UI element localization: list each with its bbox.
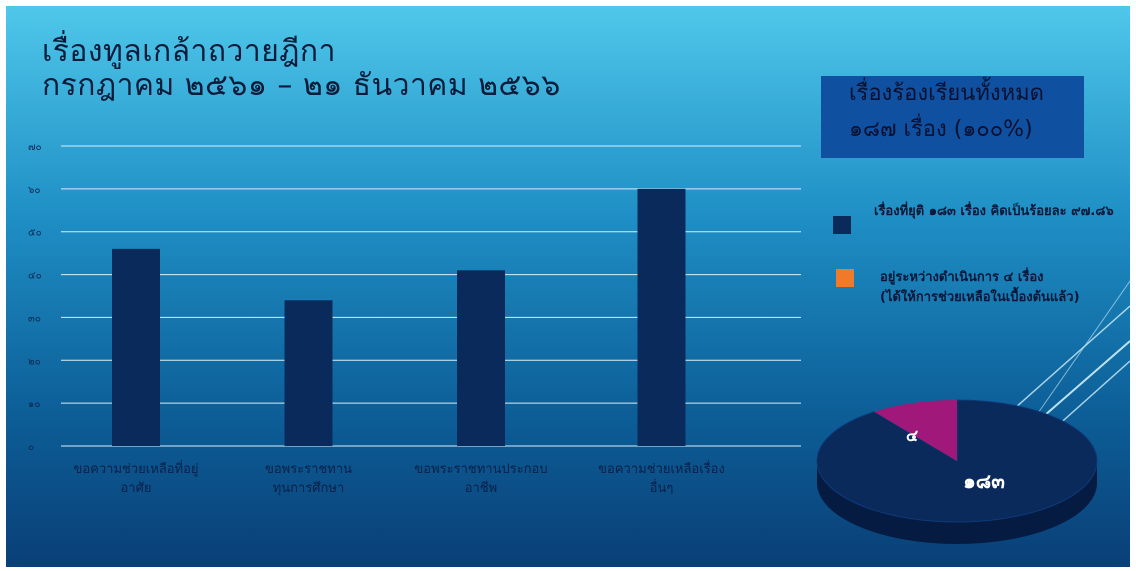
- pie-slice-main: [816, 399, 1098, 523]
- y-tick-label: ๓๐: [28, 313, 41, 324]
- bar-chart: ๐ ๑๐ ๒๐ ๓๐ ๔๐ ๕๐ ๖๐ ๗๐: [28, 142, 801, 453]
- category-label-line: ขอความช่วยเหลือที่อยู่: [73, 462, 199, 477]
- category-label: ขอพระราชทานประกอบอาชีพ: [406, 460, 556, 498]
- category-label: ขอพระราชทานทุนการศึกษา: [234, 460, 384, 498]
- bar: [637, 188, 686, 446]
- y-tick-label: ๕๐: [28, 228, 42, 239]
- category-label-line: อาศัย: [120, 481, 152, 496]
- y-tick-label: ๒๐: [28, 356, 41, 367]
- category-label-line: ขอพระราชทาน: [264, 462, 353, 477]
- bar: [457, 270, 505, 446]
- pie-label-main: ๑๘๓: [963, 469, 1005, 493]
- slide: เรื่องทูลเกล้าถวายฎีกา กรกฎาคม ๒๕๖๑ – ๒๑…: [6, 6, 1130, 567]
- y-tick-label: ๐: [28, 442, 34, 453]
- chart-title-line-1: เรื่องทูลเกล้าถวายฎีกา: [42, 34, 336, 69]
- legend-text-pending: อยู่ระหว่างดำเนินการ ๔ เรื่อง: [880, 270, 1044, 285]
- pie-chart: ๑๘๓ ๔: [816, 399, 1098, 544]
- legend-text-pending-note: (ได้ให้การช่วยเหลือในเบื้องต้นแล้ว): [880, 290, 1080, 305]
- y-tick-label: ๖๐: [28, 185, 40, 196]
- bar: [112, 248, 160, 446]
- total-complaints-box: เรื่องร้องเรียนทั้งหมด ๑๘๗ เรื่อง (๑๐๐%): [821, 76, 1084, 158]
- total-box-line-1: เรื่องร้องเรียนทั้งหมด: [849, 81, 1044, 106]
- bar: [284, 300, 333, 446]
- pie-label-small: ๔: [906, 426, 918, 445]
- y-tick-label: ๗๐: [28, 142, 42, 153]
- total-box-line-2: ๑๘๗ เรื่อง (๑๐๐%): [849, 117, 1033, 142]
- y-tick-label: ๔๐: [28, 271, 42, 282]
- y-tick-label: ๑๐: [28, 399, 40, 410]
- legend-text-done: เรื่องที่ยุติ ๑๘๓ เรื่อง คิดเป็นร้อยละ ๙…: [874, 204, 1114, 219]
- category-label-line: ทุนการศึกษา: [272, 481, 345, 496]
- legend-swatch-done: [833, 216, 851, 234]
- category-label: ขอความช่วยเหลือเรื่องอื่นๆ: [587, 460, 737, 498]
- chart-title-line-2: กรกฎาคม ๒๕๖๑ – ๒๑ ธันวาคม ๒๕๖๖: [42, 68, 561, 103]
- category-label-line: อื่นๆ: [649, 481, 674, 496]
- pie-slice-small: [874, 400, 957, 461]
- category-label: ขอความช่วยเหลือที่อยู่อาศัย: [61, 460, 211, 498]
- pie-side: [817, 461, 1097, 544]
- category-label-line: อาชีพ: [464, 481, 498, 496]
- category-label-line: ขอความช่วยเหลือเรื่อง: [598, 462, 725, 477]
- legend-swatch-pending: [836, 269, 854, 287]
- category-label-line: ขอพระราชทานประกอบ: [414, 462, 548, 477]
